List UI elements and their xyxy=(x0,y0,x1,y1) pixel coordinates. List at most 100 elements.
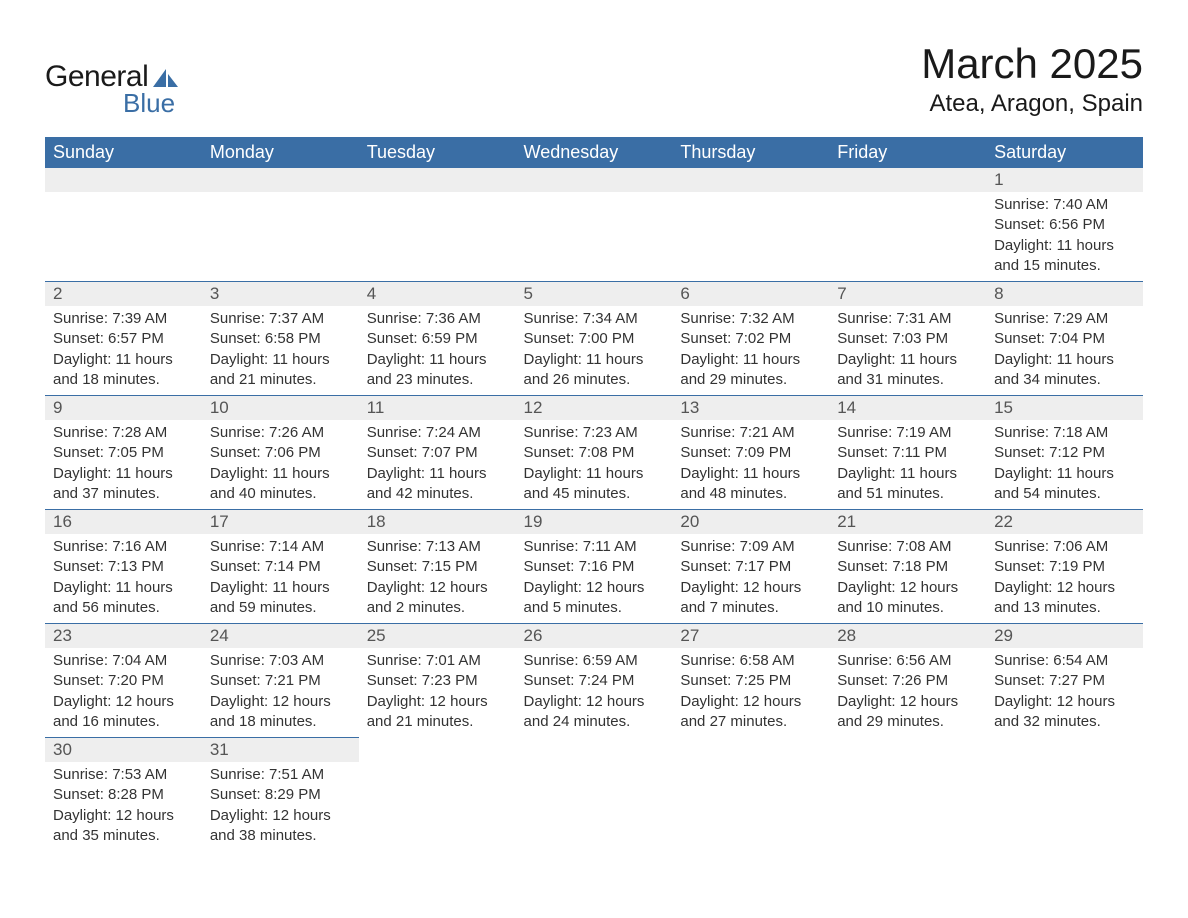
daylight-text: Daylight: 11 hours and 56 minutes. xyxy=(53,578,194,619)
daylight-text: Daylight: 11 hours and 45 minutes. xyxy=(524,464,665,505)
day-number: 7 xyxy=(829,282,986,306)
day-body: Sunrise: 7:16 AMSunset: 7:13 PMDaylight:… xyxy=(45,534,202,623)
day-body: Sunrise: 7:08 AMSunset: 7:18 PMDaylight:… xyxy=(829,534,986,623)
day-body: Sunrise: 7:28 AMSunset: 7:05 PMDaylight:… xyxy=(45,420,202,509)
day-body: Sunrise: 6:59 AMSunset: 7:24 PMDaylight:… xyxy=(516,648,673,737)
daylight-text: Daylight: 12 hours and 21 minutes. xyxy=(367,692,508,733)
day-number: 15 xyxy=(986,396,1143,420)
day-body: Sunrise: 7:13 AMSunset: 7:15 PMDaylight:… xyxy=(359,534,516,623)
calendar-cell: 24Sunrise: 7:03 AMSunset: 7:21 PMDayligh… xyxy=(202,624,359,738)
logo-sail-icon xyxy=(152,67,180,89)
calendar-cell: 4Sunrise: 7:36 AMSunset: 6:59 PMDaylight… xyxy=(359,282,516,396)
weekday-header: Wednesday xyxy=(516,137,673,168)
calendar-cell: 16Sunrise: 7:16 AMSunset: 7:13 PMDayligh… xyxy=(45,510,202,624)
sunset-text: Sunset: 7:08 PM xyxy=(524,443,665,463)
calendar-cell: 27Sunrise: 6:58 AMSunset: 7:25 PMDayligh… xyxy=(672,624,829,738)
day-number xyxy=(45,168,202,192)
calendar-cell xyxy=(516,168,673,282)
daylight-text: Daylight: 11 hours and 34 minutes. xyxy=(994,350,1135,391)
day-number: 11 xyxy=(359,396,516,420)
weekday-header: Friday xyxy=(829,137,986,168)
day-body xyxy=(829,762,986,832)
day-body xyxy=(829,192,986,262)
day-number: 2 xyxy=(45,282,202,306)
calendar-cell: 17Sunrise: 7:14 AMSunset: 7:14 PMDayligh… xyxy=(202,510,359,624)
sunrise-text: Sunrise: 7:36 AM xyxy=(367,309,508,329)
day-body: Sunrise: 7:18 AMSunset: 7:12 PMDaylight:… xyxy=(986,420,1143,509)
sunrise-text: Sunrise: 7:03 AM xyxy=(210,651,351,671)
day-body: Sunrise: 6:56 AMSunset: 7:26 PMDaylight:… xyxy=(829,648,986,737)
sunset-text: Sunset: 7:21 PM xyxy=(210,671,351,691)
day-body xyxy=(672,192,829,262)
day-body: Sunrise: 7:51 AMSunset: 8:29 PMDaylight:… xyxy=(202,762,359,851)
sunrise-text: Sunrise: 7:28 AM xyxy=(53,423,194,443)
day-body xyxy=(986,762,1143,832)
calendar-cell: 7Sunrise: 7:31 AMSunset: 7:03 PMDaylight… xyxy=(829,282,986,396)
calendar-cell xyxy=(359,168,516,282)
day-number: 4 xyxy=(359,282,516,306)
sunrise-text: Sunrise: 7:16 AM xyxy=(53,537,194,557)
day-body: Sunrise: 7:24 AMSunset: 7:07 PMDaylight:… xyxy=(359,420,516,509)
sunset-text: Sunset: 7:07 PM xyxy=(367,443,508,463)
sunset-text: Sunset: 7:18 PM xyxy=(837,557,978,577)
calendar-row: 23Sunrise: 7:04 AMSunset: 7:20 PMDayligh… xyxy=(45,624,1143,738)
daylight-text: Daylight: 12 hours and 16 minutes. xyxy=(53,692,194,733)
sunset-text: Sunset: 7:24 PM xyxy=(524,671,665,691)
calendar-cell: 13Sunrise: 7:21 AMSunset: 7:09 PMDayligh… xyxy=(672,396,829,510)
sunset-text: Sunset: 6:56 PM xyxy=(994,215,1135,235)
calendar-cell: 10Sunrise: 7:26 AMSunset: 7:06 PMDayligh… xyxy=(202,396,359,510)
sunrise-text: Sunrise: 7:13 AM xyxy=(367,537,508,557)
calendar-cell: 3Sunrise: 7:37 AMSunset: 6:58 PMDaylight… xyxy=(202,282,359,396)
calendar-cell: 6Sunrise: 7:32 AMSunset: 7:02 PMDaylight… xyxy=(672,282,829,396)
sunset-text: Sunset: 7:23 PM xyxy=(367,671,508,691)
sunset-text: Sunset: 7:26 PM xyxy=(837,671,978,691)
day-number xyxy=(359,168,516,192)
daylight-text: Daylight: 11 hours and 37 minutes. xyxy=(53,464,194,505)
day-body xyxy=(359,762,516,832)
day-number: 8 xyxy=(986,282,1143,306)
day-number xyxy=(829,168,986,192)
sunset-text: Sunset: 7:15 PM xyxy=(367,557,508,577)
day-body: Sunrise: 7:31 AMSunset: 7:03 PMDaylight:… xyxy=(829,306,986,395)
calendar-cell xyxy=(202,168,359,282)
logo: General Blue xyxy=(45,40,180,119)
day-number: 9 xyxy=(45,396,202,420)
sunset-text: Sunset: 7:16 PM xyxy=(524,557,665,577)
weekday-header: Thursday xyxy=(672,137,829,168)
day-body: Sunrise: 7:36 AMSunset: 6:59 PMDaylight:… xyxy=(359,306,516,395)
day-number xyxy=(672,168,829,192)
calendar-cell: 8Sunrise: 7:29 AMSunset: 7:04 PMDaylight… xyxy=(986,282,1143,396)
daylight-text: Daylight: 11 hours and 29 minutes. xyxy=(680,350,821,391)
weekday-header: Tuesday xyxy=(359,137,516,168)
calendar-cell: 1Sunrise: 7:40 AMSunset: 6:56 PMDaylight… xyxy=(986,168,1143,282)
day-body: Sunrise: 7:21 AMSunset: 7:09 PMDaylight:… xyxy=(672,420,829,509)
logo-text-blue: Blue xyxy=(123,88,175,119)
calendar-cell xyxy=(672,738,829,852)
day-number: 14 xyxy=(829,396,986,420)
day-number xyxy=(672,738,829,762)
day-number xyxy=(202,168,359,192)
sunset-text: Sunset: 7:05 PM xyxy=(53,443,194,463)
sunset-text: Sunset: 7:13 PM xyxy=(53,557,194,577)
day-body: Sunrise: 7:39 AMSunset: 6:57 PMDaylight:… xyxy=(45,306,202,395)
day-number: 27 xyxy=(672,624,829,648)
daylight-text: Daylight: 12 hours and 32 minutes. xyxy=(994,692,1135,733)
day-number xyxy=(359,738,516,762)
daylight-text: Daylight: 12 hours and 35 minutes. xyxy=(53,806,194,847)
day-number: 21 xyxy=(829,510,986,534)
day-number xyxy=(829,738,986,762)
calendar-cell: 12Sunrise: 7:23 AMSunset: 7:08 PMDayligh… xyxy=(516,396,673,510)
calendar-cell: 9Sunrise: 7:28 AMSunset: 7:05 PMDaylight… xyxy=(45,396,202,510)
sunrise-text: Sunrise: 6:58 AM xyxy=(680,651,821,671)
day-number: 6 xyxy=(672,282,829,306)
calendar-cell: 23Sunrise: 7:04 AMSunset: 7:20 PMDayligh… xyxy=(45,624,202,738)
month-title: March 2025 xyxy=(921,40,1143,88)
weekday-header: Monday xyxy=(202,137,359,168)
calendar-row: 9Sunrise: 7:28 AMSunset: 7:05 PMDaylight… xyxy=(45,396,1143,510)
sunrise-text: Sunrise: 7:40 AM xyxy=(994,195,1135,215)
sunset-text: Sunset: 7:20 PM xyxy=(53,671,194,691)
day-body xyxy=(516,762,673,832)
day-number: 13 xyxy=(672,396,829,420)
day-number: 20 xyxy=(672,510,829,534)
calendar-cell: 20Sunrise: 7:09 AMSunset: 7:17 PMDayligh… xyxy=(672,510,829,624)
